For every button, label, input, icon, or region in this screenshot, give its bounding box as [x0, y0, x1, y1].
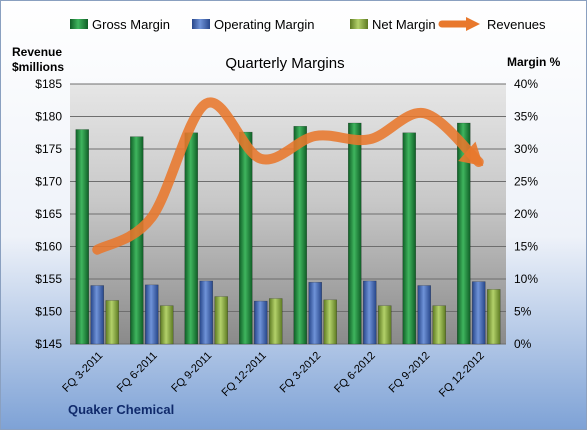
gross-margin-bar: [348, 122, 362, 345]
left-tick-label: $145: [35, 337, 62, 351]
operating-margin-bar: [145, 284, 159, 345]
left-tick-label: $185: [35, 77, 62, 91]
net-margin-bar: [105, 300, 119, 345]
net-margin-bar: [214, 296, 228, 345]
legend-label-net-margin: Net Margin: [372, 17, 436, 32]
right-axis-ticks: 0% 5% 10% 15% 20% 25% 30% 35% 40%: [514, 77, 538, 351]
left-tick-label: $180: [35, 110, 62, 124]
left-tick-label: $150: [35, 305, 62, 319]
operating-margin-bar: [417, 285, 431, 345]
net-margin-bar: [487, 289, 501, 345]
revenue-arrowhead: [458, 141, 484, 167]
right-tick-label: 20%: [514, 207, 538, 221]
left-axis-ticks: $145 $150 $155 $160 $165 $170 $175 $180 $185: [35, 77, 62, 351]
right-tick-label: 25%: [514, 175, 538, 189]
left-tick-label: $160: [35, 240, 62, 254]
gross-margin-bar: [75, 129, 89, 345]
operating-margin-bar: [308, 282, 322, 345]
bars: [75, 122, 501, 345]
left-axis-label-line2: $millions: [12, 60, 64, 74]
operating-margin-bar: [472, 281, 486, 345]
left-tick-label: $155: [35, 272, 62, 286]
source-label: Quaker Chemical: [68, 402, 174, 417]
legend: Gross Margin Operating Margin Net Margin…: [70, 17, 546, 32]
gross-margin-bar: [402, 132, 416, 345]
revenue-curve: [92, 97, 484, 255]
gross-margin-bar: [184, 132, 198, 345]
gross-margin-bar: [239, 131, 253, 345]
revenue-line: [92, 97, 484, 255]
net-margin-bar: [160, 305, 174, 345]
right-tick-label: 0%: [514, 337, 532, 351]
operating-margin-bar: [90, 285, 104, 345]
right-tick-label: 15%: [514, 240, 538, 254]
operating-margin-bar: [363, 280, 377, 345]
gross-margin-bar: [457, 122, 471, 345]
left-tick-label: $170: [35, 175, 62, 189]
legend-swatch-operating-margin: [192, 19, 210, 29]
operating-margin-bar: [254, 300, 268, 345]
net-margin-bar: [323, 299, 337, 345]
right-tick-label: 30%: [514, 142, 538, 156]
legend-label-gross-margin: Gross Margin: [92, 17, 170, 32]
legend-swatch-net-margin: [350, 19, 368, 29]
net-margin-bar: [269, 298, 283, 345]
legend-arrowhead-revenues: [466, 17, 480, 31]
legend-label-operating-margin: Operating Margin: [214, 17, 314, 32]
right-axis-label: Margin %: [507, 55, 561, 69]
gross-margin-bar: [293, 126, 307, 345]
net-margin-bar: [432, 305, 446, 345]
legend-label-revenues: Revenues: [487, 17, 546, 32]
right-tick-label: 5%: [514, 305, 532, 319]
operating-margin-bar: [199, 280, 213, 345]
legend-swatch-gross-margin: [70, 19, 88, 29]
right-tick-label: 40%: [514, 77, 538, 91]
left-tick-label: $175: [35, 142, 62, 156]
left-tick-label: $165: [35, 207, 62, 221]
right-tick-label: 10%: [514, 272, 538, 286]
chart-title: Quarterly Margins: [225, 55, 344, 72]
right-tick-label: 35%: [514, 110, 538, 124]
left-axis-label-line1: Revenue: [12, 45, 62, 59]
net-margin-bar: [378, 305, 392, 345]
